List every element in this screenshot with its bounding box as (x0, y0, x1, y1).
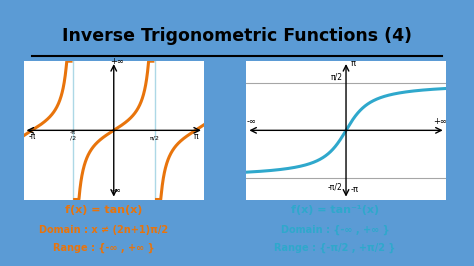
Text: Range : {-π/2 , +π/2 }: Range : {-π/2 , +π/2 } (274, 243, 396, 253)
Text: -π/2: -π/2 (328, 182, 343, 191)
Text: -π: -π (28, 132, 36, 142)
Text: -∞: -∞ (247, 117, 257, 126)
Text: f(x) = tan(x): f(x) = tan(x) (64, 205, 142, 215)
Text: Domain : {-∞ , +∞ }: Domain : {-∞ , +∞ } (281, 225, 389, 235)
Text: π/2: π/2 (331, 73, 343, 81)
Text: Inverse Trigonometric Functions (4): Inverse Trigonometric Functions (4) (62, 27, 412, 45)
Text: -∞: -∞ (112, 186, 122, 195)
Text: +∞: +∞ (433, 117, 447, 126)
Text: f(x) = tan⁻¹(x): f(x) = tan⁻¹(x) (291, 205, 379, 215)
Text: π: π (351, 59, 356, 68)
Text: -π
/2: -π /2 (70, 130, 76, 140)
Text: π: π (193, 132, 198, 142)
Text: Domain : x ≠ (2n+1)π/2: Domain : x ≠ (2n+1)π/2 (39, 225, 168, 235)
Text: π/2: π/2 (150, 135, 160, 140)
Text: Range : {-∞ , +∞ }: Range : {-∞ , +∞ } (53, 243, 154, 253)
Text: +∞: +∞ (110, 57, 124, 66)
Text: -π: -π (351, 185, 358, 194)
